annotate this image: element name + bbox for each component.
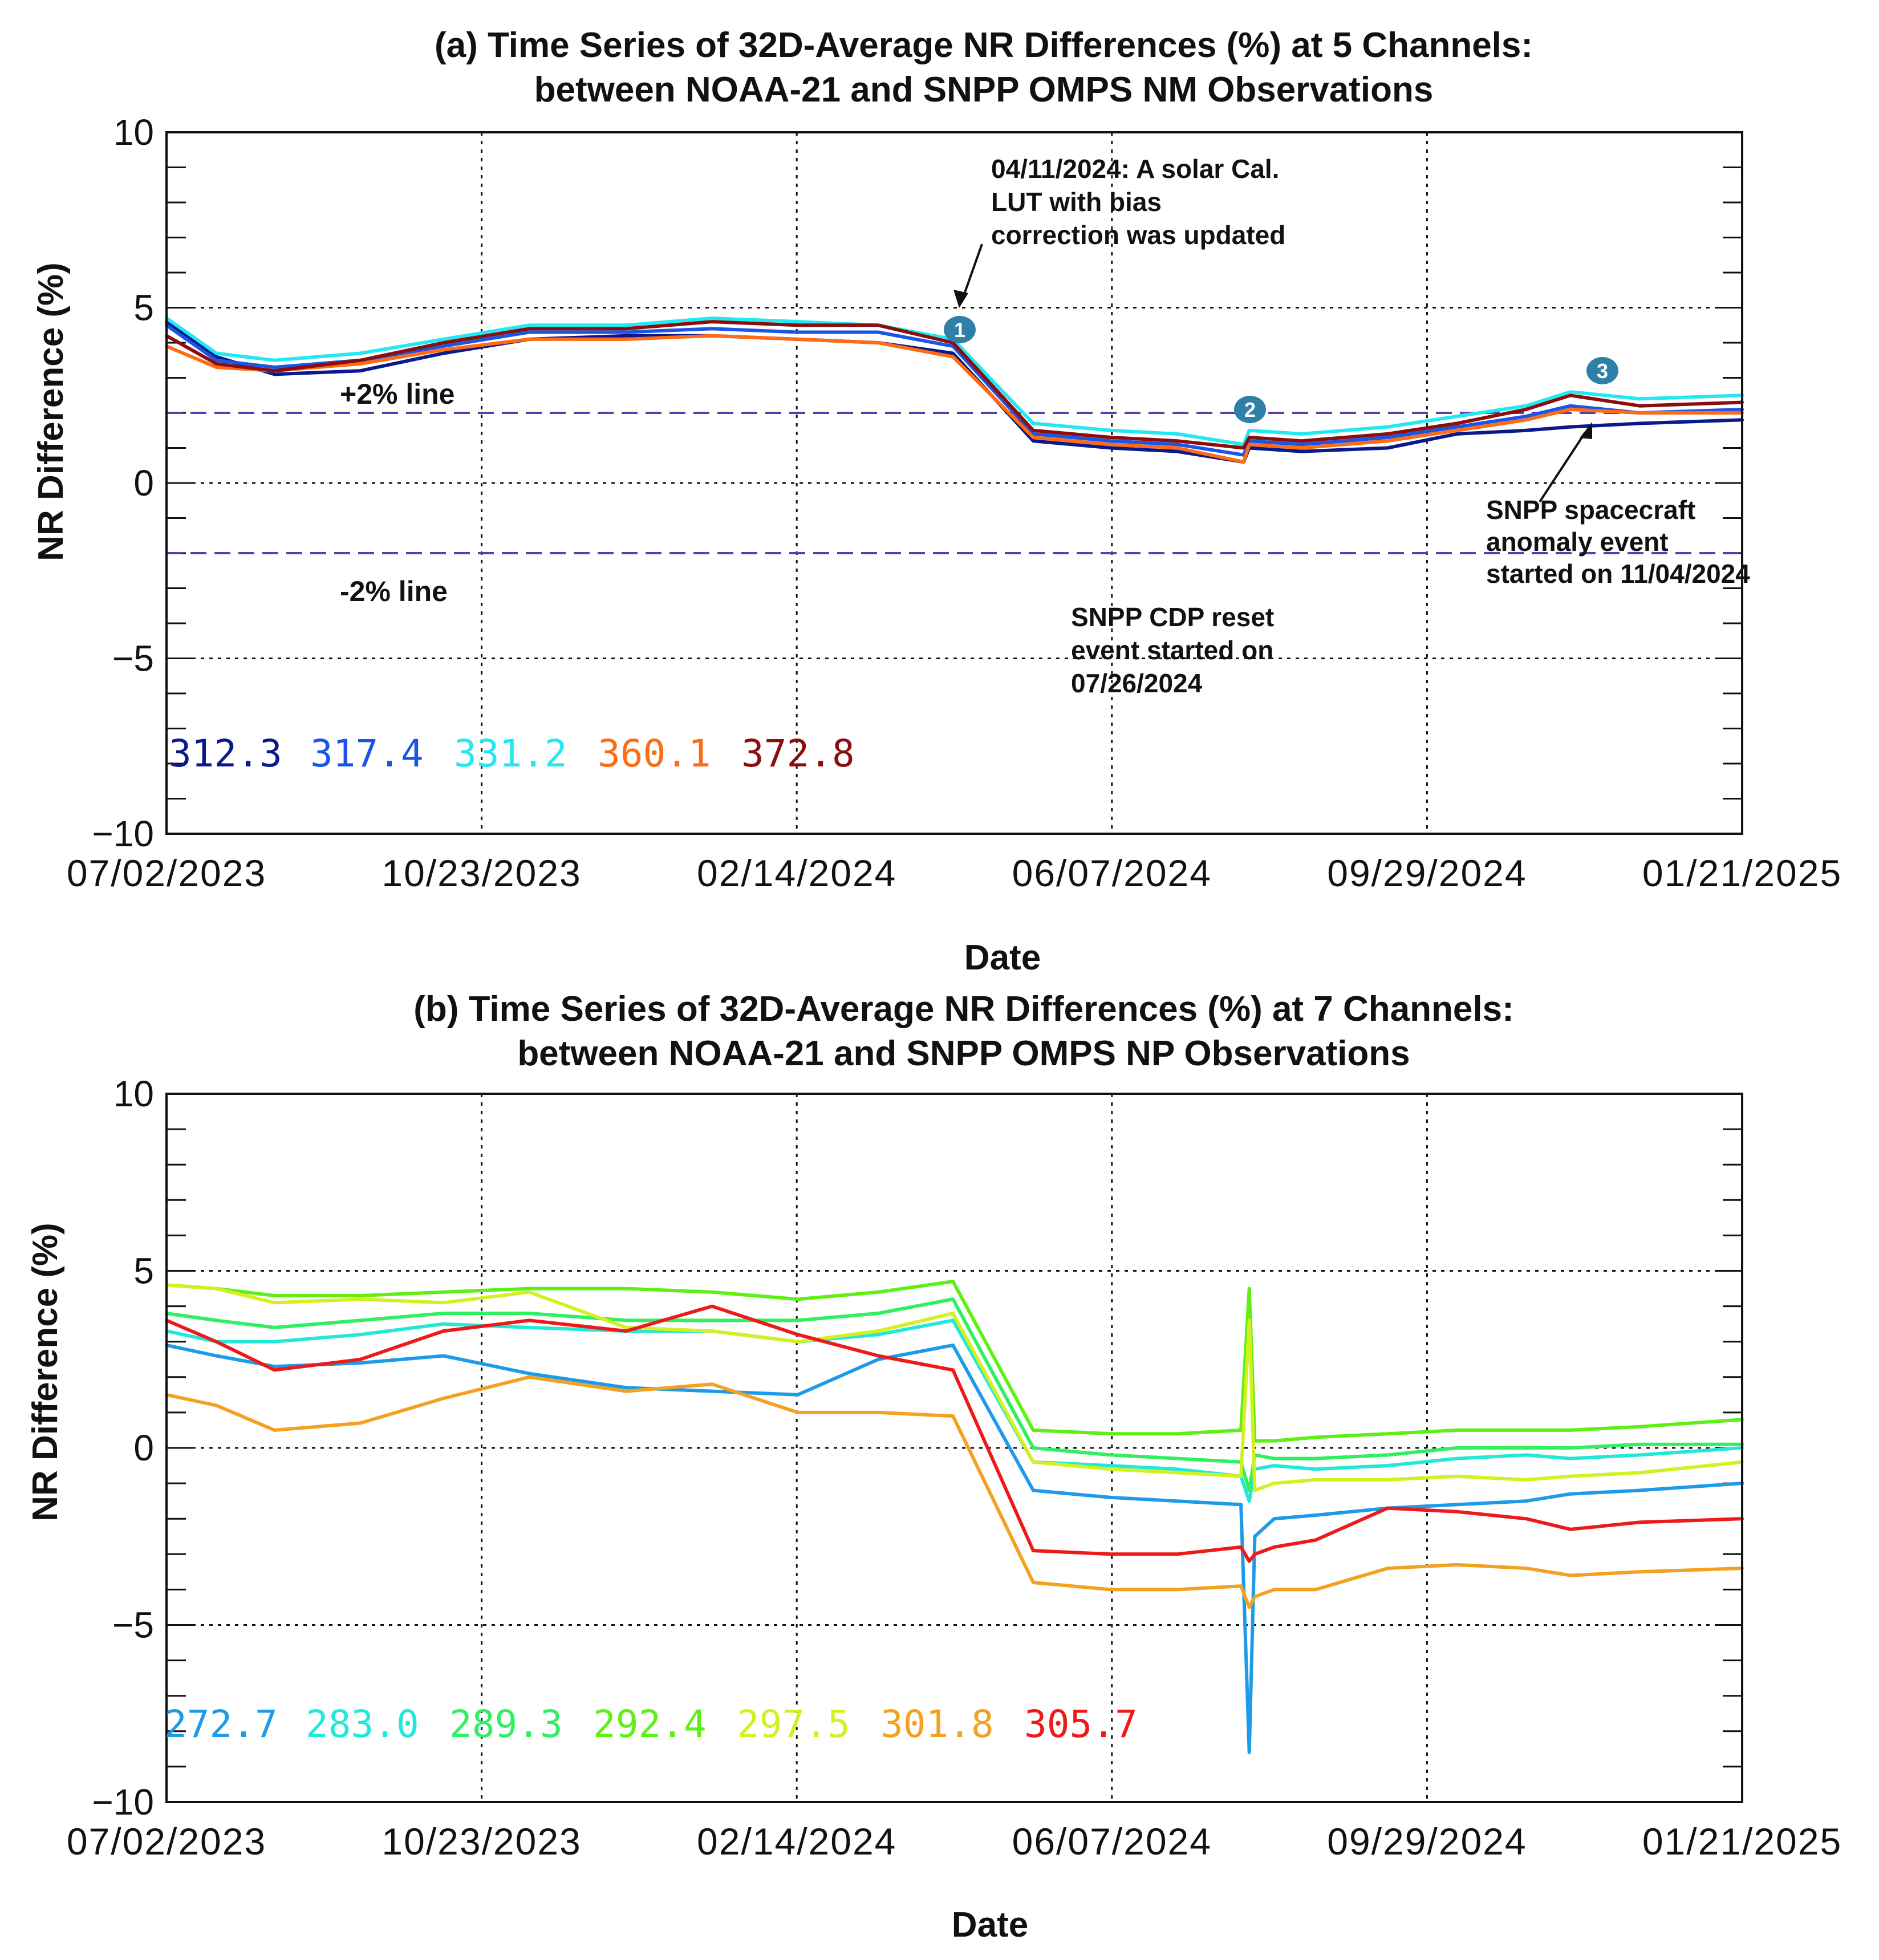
- chart-b-series: [165, 1280, 1744, 1755]
- chart-a-legend: 312.3 317.4 331.2 360.1 372.8: [169, 732, 855, 776]
- legend-item-272-7: 272.7: [164, 1702, 278, 1746]
- legend-item-360-1: 360.1: [598, 732, 711, 776]
- legend-item-372-8: 372.8: [741, 732, 855, 776]
- chart-b-legend: 272.7 283.0 289.3 292.4 297.5 301.8 305.…: [164, 1702, 1138, 1746]
- chart-b-y-tick-label: −5: [112, 1605, 154, 1646]
- chart-a-x-tick-labels: 07/02/2023 10/23/2023 02/14/2024 06/07/2…: [67, 852, 1842, 894]
- series-line-331-2: [165, 316, 1744, 447]
- chart-b-y-tick-label: 10: [113, 1073, 154, 1114]
- chart-b-x-tick-label: 10/23/2023: [382, 1820, 581, 1862]
- series-line-283-0: [165, 1318, 1744, 1503]
- annotation-1-arrow: [961, 244, 983, 299]
- series-line-312-3: [165, 320, 1744, 464]
- series-line-360-1: [165, 334, 1744, 464]
- chart-a-minus2-line-label: -2% line: [340, 575, 448, 607]
- annotation-2-line-2: event started on: [1071, 635, 1273, 665]
- series-line-272-7: [165, 1343, 1744, 1755]
- annotation-2-line-3: 07/26/2024: [1071, 668, 1203, 698]
- annotation-1-arrowhead: [953, 290, 968, 308]
- chart-a-y-tick-label: −5: [112, 638, 154, 679]
- chart-a-x-tick-label: 10/23/2023: [382, 852, 581, 894]
- chart-b-x-tick-labels: 07/02/2023 10/23/2023 02/14/2024 06/07/2…: [67, 1820, 1842, 1862]
- annotation-1-line-1: 04/11/2024: A solar Cal.: [991, 154, 1279, 184]
- annotation-1-line-3: correction was updated: [991, 220, 1285, 250]
- event-marker-3: 3: [1586, 357, 1618, 384]
- series-line-292-4: [165, 1280, 1744, 1443]
- chart-b-title-line-1: (b) Time Series of 32D-Average NR Differ…: [413, 989, 1513, 1029]
- chart-a-y-tick-label: 0: [133, 462, 154, 504]
- chart-b-y-tick-label: 5: [133, 1251, 154, 1292]
- chart-a-y-axis-label: NR Difference (%): [31, 262, 71, 561]
- chart-b-y-axis-label: NR Difference (%): [26, 1223, 65, 1521]
- annotation-2-line-1: SNPP CDP reset: [1071, 602, 1274, 632]
- svg-text:3: 3: [1597, 359, 1608, 383]
- annotation-3-line-2: anomaly event: [1486, 527, 1669, 557]
- legend-item-289-3: 289.3: [449, 1702, 563, 1746]
- chart-a-plus2-line-label: +2% line: [340, 378, 455, 410]
- annotation-3-arrow: [1539, 431, 1586, 503]
- legend-item-331-2: 331.2: [454, 732, 567, 776]
- annotation-3-line-1: SNPP spacecraft: [1486, 495, 1695, 525]
- legend-item-297-5: 297.5: [737, 1702, 850, 1746]
- legend-item-317-4: 317.4: [310, 732, 424, 776]
- chart-b-x-tick-label: 02/14/2024: [697, 1820, 896, 1862]
- legend-item-305-7: 305.7: [1024, 1702, 1138, 1746]
- chart-a-x-tick-label: 09/29/2024: [1327, 852, 1527, 894]
- annotation-3-arrowhead: [1580, 422, 1592, 439]
- chart-b-plot-frame: [165, 1093, 1743, 1803]
- chart-b-x-axis-label: Date: [952, 1905, 1028, 1945]
- chart-a-series: [165, 316, 1744, 464]
- series-line-289-3: [165, 1297, 1744, 1492]
- chart-b-y-tick-label: 0: [133, 1427, 154, 1468]
- chart-a-title-line-1: (a) Time Series of 32D-Average NR Differ…: [435, 26, 1533, 65]
- chart-a-x-axis-label: Date: [964, 938, 1041, 977]
- chart-b-x-tick-label: 06/07/2024: [1012, 1820, 1212, 1862]
- legend-item-301-8: 301.8: [880, 1702, 994, 1746]
- legend-item-283-0: 283.0: [306, 1702, 419, 1746]
- chart-a-y-tick-label: 5: [133, 287, 154, 328]
- annotation-3-line-3: started on 11/04/2024: [1486, 559, 1750, 589]
- series-line-372-8: [165, 320, 1744, 450]
- chart-a-y-tick-labels: 10 5 0 −5 −10: [92, 112, 154, 854]
- chart-b-x-tick-label: 07/02/2023: [67, 1820, 266, 1862]
- chart-b-x-tick-label: 09/29/2024: [1327, 1820, 1527, 1862]
- chart-b-y-tick-label: −10: [92, 1782, 154, 1823]
- chart-a-x-tick-label: 07/02/2023: [67, 852, 266, 894]
- annotation-1-line-2: LUT with bias: [991, 187, 1162, 217]
- event-marker-2: 2: [1234, 396, 1266, 423]
- chart-panel-b: (b) Time Series of 32D-Average NR Differ…: [26, 989, 1842, 1945]
- chart-a-x-tick-label: 06/07/2024: [1012, 852, 1212, 894]
- chart-a-grid: [167, 132, 1742, 834]
- chart-b-y-tick-labels: 10 5 0 −5 −10: [92, 1073, 154, 1823]
- chart-panel-a: (a) Time Series of 32D-Average NR Differ…: [31, 26, 1842, 977]
- legend-item-312-3: 312.3: [169, 732, 282, 776]
- chart-a-y-tick-label: −10: [92, 813, 154, 854]
- chart-b-x-tick-label: 01/21/2025: [1642, 1820, 1842, 1862]
- event-marker-1: 1: [944, 316, 976, 343]
- chart-b-title-line-2: between NOAA-21 and SNPP OMPS NP Observa…: [517, 1034, 1410, 1073]
- series-line-317-4: [165, 323, 1744, 457]
- svg-text:1: 1: [954, 318, 965, 342]
- chart-a-y-tick-label: 10: [113, 112, 154, 153]
- chart-a-x-tick-label: 02/14/2024: [697, 852, 896, 894]
- chart-a-plot-frame: [165, 131, 1743, 835]
- series-line-305-7: [165, 1304, 1744, 1563]
- chart-a-title-line-2: between NOAA-21 and SNPP OMPS NM Observa…: [534, 70, 1434, 109]
- svg-text:2: 2: [1244, 398, 1256, 421]
- series-line-301-8: [165, 1375, 1744, 1609]
- legend-item-292-4: 292.4: [593, 1702, 707, 1746]
- series-line-297-5: [165, 1283, 1744, 1492]
- chart-b-grid: [167, 1094, 1742, 1802]
- chart-a-x-tick-label: 01/21/2025: [1642, 852, 1842, 894]
